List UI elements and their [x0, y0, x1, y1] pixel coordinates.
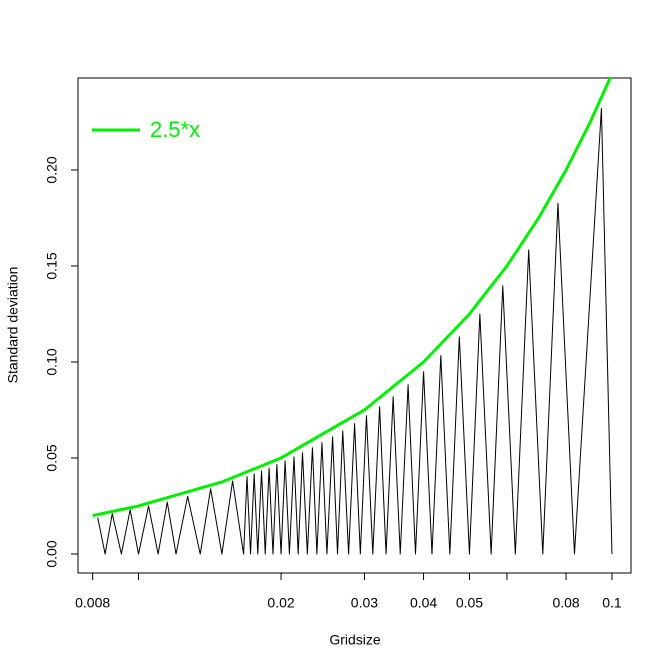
plot-area	[92, 78, 613, 555]
x-tick-label: 0.008	[75, 595, 110, 611]
x-tick-label: 0.1	[602, 595, 622, 611]
y-tick-label: 0.10	[44, 348, 60, 375]
series-line	[97, 108, 613, 555]
x-tick-label: 0.05	[456, 595, 483, 611]
y-tick-label: 0.15	[44, 252, 60, 279]
y-tick-label: 0.00	[44, 540, 60, 567]
y-tick-label: 0.20	[44, 156, 60, 183]
x-axis-label: Gridsize	[329, 632, 381, 648]
x-tick-label: 0.03	[351, 595, 378, 611]
x-tick-label: 0.04	[410, 595, 437, 611]
y-tick-label: 0.05	[44, 444, 60, 471]
series-line	[92, 78, 612, 518]
x-tick-label: 0.08	[552, 595, 579, 611]
x-tick-label: 0.02	[267, 595, 294, 611]
y-axis-label: Standard deviation	[5, 267, 21, 384]
legend-label: 2.5*x	[150, 117, 200, 142]
